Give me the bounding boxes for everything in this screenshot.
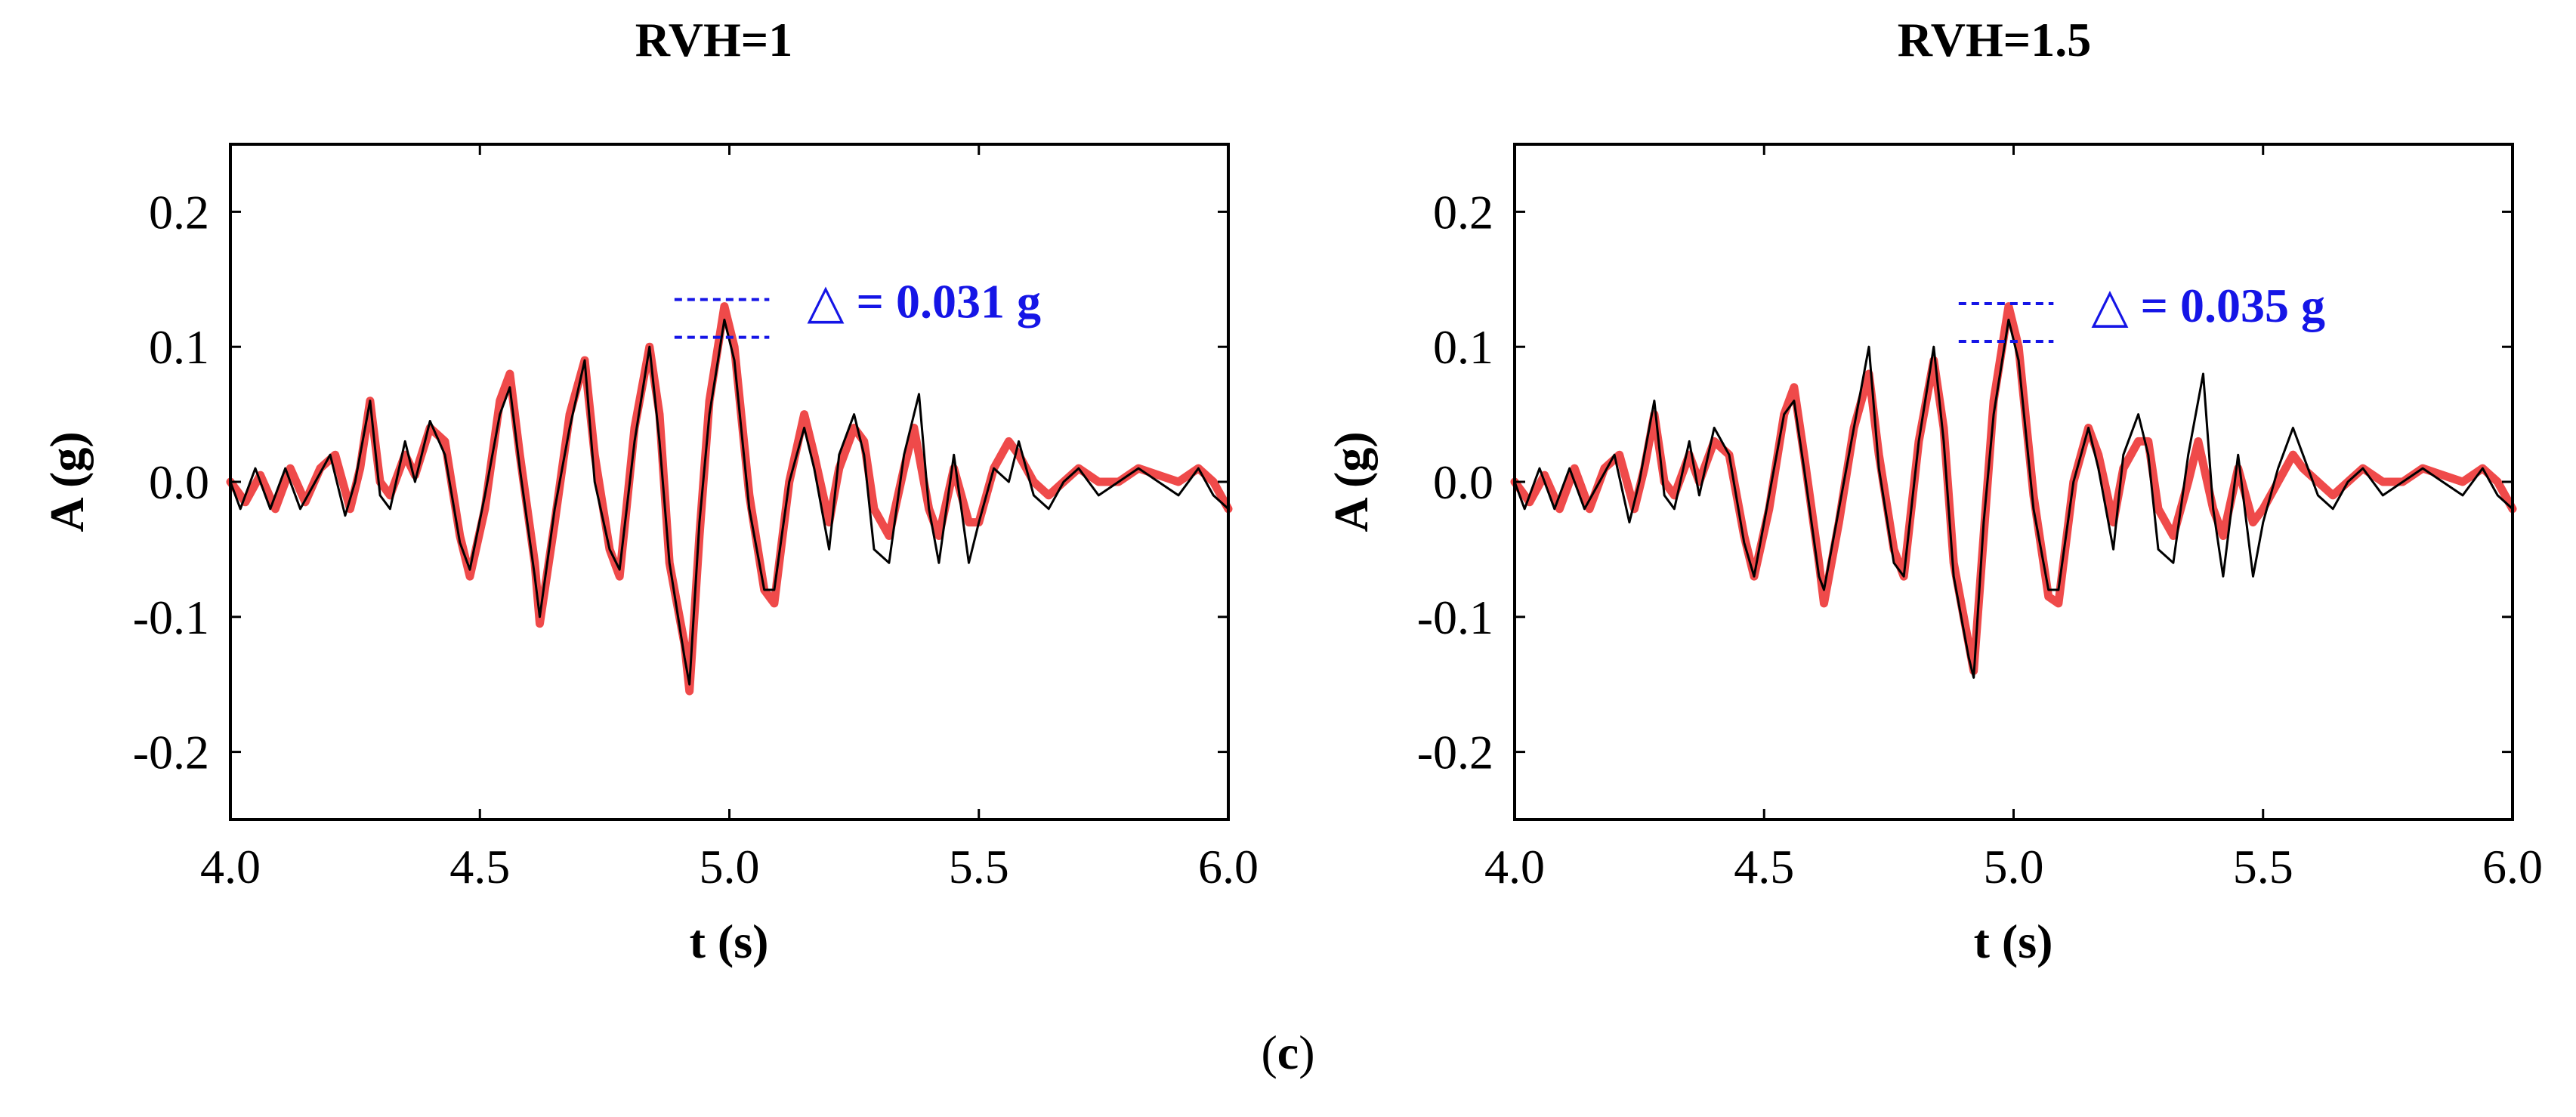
delta-annotation: [1958, 301, 2054, 344]
y-tick-label: 0.2: [149, 185, 209, 239]
measured-series-line: [226, 302, 1233, 696]
simulated-series-line: [229, 318, 1230, 686]
x-tick-label: 4.5: [449, 840, 510, 893]
x-tick-label: 4.0: [200, 840, 261, 893]
delta-label: △ = 0.035 g: [2091, 279, 2325, 332]
x-tick-labels: 4.0 4.5 5.0 5.5 6.0: [1484, 840, 2543, 893]
x-tick-labels: 4.0 4.5 5.0 5.5 6.0: [200, 840, 1259, 893]
y-tick-label: 0.1: [149, 320, 209, 374]
chart-title: RVH=1.5: [1898, 13, 2091, 66]
x-tick-label: 5.5: [949, 840, 1009, 893]
chart-panel-rvh-1-5: RVH=1.5 -0.2 -0.1 0.0 0.1 0.2 4.0 4.5 5.…: [1324, 13, 2543, 968]
y-tick-label: 0.1: [1433, 320, 1493, 374]
y-tick-label: -0.1: [133, 591, 209, 644]
caption-letter: c: [1277, 1026, 1299, 1079]
chart-title: RVH=1: [635, 13, 792, 66]
y-axis-label: A (g): [40, 431, 94, 532]
series-layer: [1510, 302, 2517, 679]
x-tick-label: 4.0: [1484, 840, 1545, 893]
delta-label: △ = 0.031 g: [807, 275, 1041, 329]
chart-panel-rvh-1: RVH=1 -0.2 -0.1 0.0 0.1 0.2 4.0 4.5 5.0 …: [40, 13, 1259, 968]
y-tick-label: 0.0: [1433, 455, 1493, 509]
simulated-series-line: [1513, 318, 2514, 679]
y-tick-label: 0.2: [1433, 185, 1493, 239]
x-axis-label: t (s): [1974, 915, 2053, 968]
y-tick-labels: -0.2 -0.1 0.0 0.1 0.2: [133, 185, 209, 779]
x-tick-label: 6.0: [2482, 840, 2543, 893]
y-axis-label: A (g): [1324, 431, 1378, 532]
x-tick-label: 6.0: [1198, 840, 1259, 893]
caption-close: ): [1299, 1026, 1314, 1079]
x-tick-label: 5.0: [700, 840, 760, 893]
delta-annotation: [674, 298, 770, 339]
x-axis-label: t (s): [690, 915, 769, 968]
figure-caption: (c): [1261, 1026, 1314, 1079]
x-tick-label: 4.5: [1734, 840, 1794, 893]
y-tick-label: -0.2: [133, 726, 209, 779]
caption-open: (: [1261, 1026, 1277, 1079]
y-tick-label: -0.2: [1417, 726, 1493, 779]
x-tick-label: 5.5: [2233, 840, 2293, 893]
y-tick-label: -0.1: [1417, 591, 1493, 644]
axis-ticks: [1513, 144, 2514, 819]
y-tick-labels: -0.2 -0.1 0.0 0.1 0.2: [1417, 185, 1493, 779]
x-tick-label: 5.0: [1984, 840, 2044, 893]
axis-ticks: [229, 144, 1230, 819]
y-tick-label: 0.0: [149, 455, 209, 509]
series-layer: [226, 302, 1233, 696]
